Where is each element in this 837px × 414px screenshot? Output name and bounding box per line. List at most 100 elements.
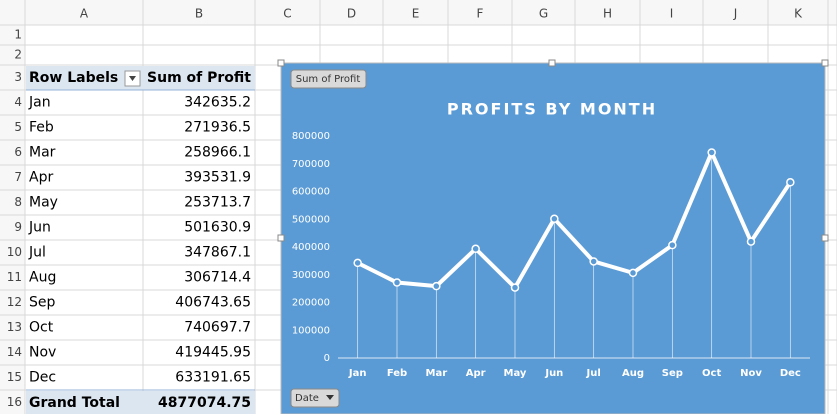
field-button-label: Sum of Profit [296, 74, 361, 85]
column-header[interactable]: A [80, 7, 89, 21]
field-button[interactable] [290, 69, 367, 89]
pivot-row-label[interactable]: Feb [29, 120, 54, 136]
row-header[interactable]: 12 [7, 295, 22, 309]
pivot-value[interactable]: 633191.65 [175, 370, 251, 386]
pivot-row-label[interactable]: Jul [28, 245, 46, 261]
x-tick-label: Jan [348, 368, 367, 379]
column-header[interactable]: B [195, 7, 203, 21]
x-tick-label: Mar [426, 368, 448, 379]
pivot-value[interactable]: 740697.7 [184, 320, 251, 336]
row-header[interactable]: 16 [7, 395, 22, 409]
pivot-row-label[interactable]: Sep [29, 295, 56, 311]
row-header[interactable]: 2 [14, 48, 22, 62]
pivot-value[interactable]: 253713.7 [184, 195, 251, 211]
column-header[interactable]: D [347, 7, 356, 21]
x-tick-label: Feb [387, 368, 407, 379]
data-point[interactable] [668, 240, 677, 250]
row-header[interactable]: 4 [14, 95, 22, 109]
pivot-row-label[interactable]: Dec [29, 370, 56, 386]
pivot-row-label[interactable]: Nov [29, 345, 56, 361]
profit-line [356, 150, 793, 290]
pivot-row-label[interactable]: Oct [29, 320, 54, 336]
row-header[interactable]: 6 [14, 145, 22, 159]
pivot-total-value: 4877074.75 [158, 395, 251, 411]
y-tick-label: 200000 [292, 298, 330, 309]
axis-field-arrow [326, 395, 334, 400]
row-header[interactable]: 14 [7, 345, 22, 359]
header-bar [0, 0, 837, 25]
resize-handle[interactable] [277, 234, 285, 242]
column-header[interactable]: K [794, 7, 803, 21]
row-header[interactable]: 3 [14, 70, 22, 84]
data-point[interactable] [786, 178, 795, 187]
row-header[interactable]: 10 [7, 245, 22, 259]
data-point[interactable] [510, 283, 520, 292]
data-point[interactable] [746, 237, 756, 246]
column-header[interactable]: I [670, 7, 674, 21]
pivot-total-label: Grand Total [29, 395, 120, 411]
x-tick-label: Oct [702, 368, 721, 379]
x-tick-label: Apr [466, 368, 486, 379]
axis-field-button-label: Date [295, 393, 319, 404]
data-point[interactable] [707, 148, 716, 157]
row-header[interactable]: 8 [14, 195, 22, 209]
axis-field-button[interactable] [290, 388, 340, 408]
resize-handle[interactable] [548, 59, 556, 67]
data-point[interactable] [550, 214, 559, 224]
resize-handle[interactable] [277, 59, 285, 67]
data-point[interactable] [392, 278, 402, 287]
pivot-row-label[interactable]: May [29, 195, 58, 211]
x-tick-label: Aug [622, 368, 644, 379]
pivot-row-label[interactable]: Apr [29, 170, 53, 186]
data-point[interactable] [589, 257, 598, 266]
x-tick-label: May [504, 368, 527, 379]
column-header[interactable]: J [733, 7, 738, 21]
pivot-value[interactable]: 419445.95 [175, 345, 251, 361]
data-point[interactable] [471, 244, 480, 254]
pivot-value[interactable]: 271936.5 [184, 120, 251, 136]
resize-handle[interactable] [821, 59, 829, 67]
y-tick-label: 0 [324, 353, 330, 364]
data-point[interactable] [432, 281, 441, 291]
pivot-value[interactable]: 347867.1 [184, 245, 251, 261]
row-header[interactable]: 11 [7, 270, 22, 284]
x-tick-label: Nov [740, 368, 762, 379]
pivot-row-label[interactable]: Jun [28, 220, 51, 236]
data-point[interactable] [353, 258, 362, 268]
x-tick-label: Sep [662, 368, 683, 379]
row-header[interactable]: 7 [14, 170, 22, 184]
column-header[interactable]: E [412, 7, 420, 21]
row-header[interactable]: 1 [14, 28, 22, 42]
pivot-row-label[interactable]: Jan [28, 95, 51, 111]
x-tick-label: Jul [586, 368, 601, 379]
column-header[interactable]: F [477, 7, 484, 21]
pivot-value[interactable]: 501630.9 [184, 220, 251, 236]
column-header[interactable]: H [603, 7, 612, 21]
pivot-value[interactable]: 258966.1 [184, 145, 251, 161]
y-tick-label: 100000 [292, 325, 330, 336]
data-point[interactable] [628, 268, 638, 278]
row-header[interactable]: 15 [7, 370, 22, 384]
y-tick-label: 800000 [292, 131, 330, 142]
column-header[interactable]: G [539, 7, 548, 21]
pivot-header: Sum of Profit [147, 70, 251, 86]
pivot-value[interactable]: 342635.2 [184, 95, 251, 111]
pivot-value[interactable]: 393531.9 [184, 170, 251, 186]
column-header[interactable]: C [283, 7, 291, 21]
resize-handle[interactable] [821, 234, 829, 242]
chart-area[interactable] [280, 62, 826, 414]
y-tick-label: 300000 [292, 270, 330, 281]
pivot-row-label[interactable]: Aug [29, 270, 56, 286]
pivot-value[interactable]: 406743.65 [175, 295, 251, 311]
y-tick-label: 400000 [292, 242, 330, 253]
row-header[interactable]: 5 [14, 120, 22, 134]
row-header[interactable]: 13 [7, 320, 22, 334]
row-header[interactable]: 9 [14, 220, 22, 234]
pivot-row-label[interactable]: Mar [29, 145, 56, 161]
pivot-total-bg [26, 391, 255, 414]
chart-title: PROFITS BY MONTH [447, 100, 657, 119]
pivot-value[interactable]: 306714.4 [184, 270, 251, 286]
x-tick-label: Jun [544, 368, 563, 379]
y-tick-label: 600000 [292, 187, 330, 198]
